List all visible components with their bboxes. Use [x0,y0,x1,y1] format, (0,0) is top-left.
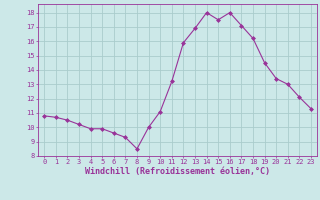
X-axis label: Windchill (Refroidissement éolien,°C): Windchill (Refroidissement éolien,°C) [85,167,270,176]
